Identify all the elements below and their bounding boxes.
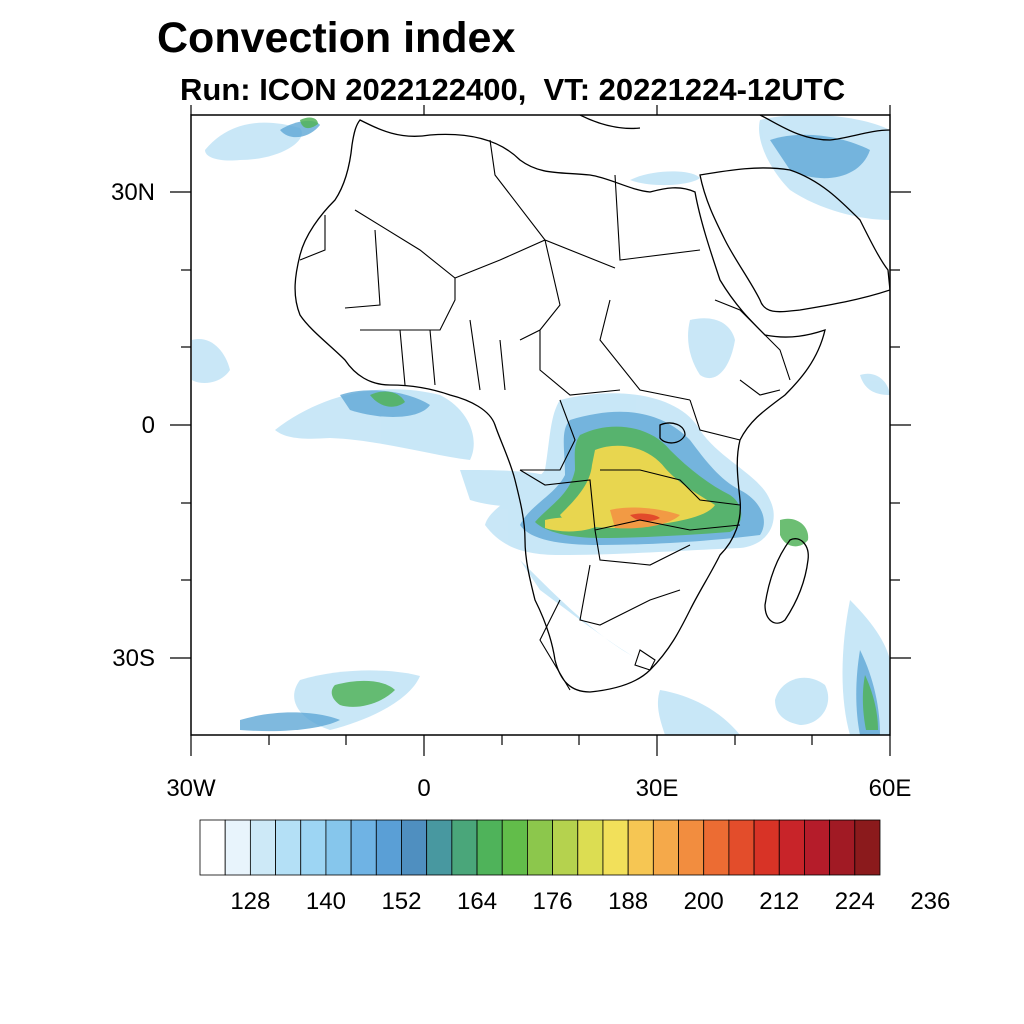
colorbar-box [199, 819, 226, 876]
colorbar-box [300, 819, 327, 876]
colorbar-box [804, 819, 831, 876]
lake-victoria [659, 422, 686, 444]
convection-field [192, 115, 890, 735]
colorbar-box [249, 819, 276, 876]
lon-label-0: 0 [417, 775, 431, 802]
lon-label-60e: 60E [868, 775, 912, 802]
lon-label-30w: 30W [166, 775, 216, 802]
colorbar-label: 200 [683, 888, 724, 915]
colorbar-box [778, 819, 805, 876]
madagascar-coastline [764, 538, 809, 624]
colorbar-box [426, 819, 453, 876]
colorbar-box [753, 819, 780, 876]
colorbar-box [703, 819, 730, 876]
colorbar-box [501, 819, 528, 876]
colorbar-box [829, 819, 856, 876]
europe-coastline [579, 115, 890, 141]
chart-title: Convection index [157, 14, 516, 62]
country-borders [299, 139, 791, 691]
colorbar-label: 152 [381, 888, 422, 915]
colorbar-label: 236 [910, 888, 951, 915]
lon-label-30e: 30E [635, 775, 679, 802]
colorbar-box [652, 819, 679, 876]
africa-coastline [294, 119, 826, 693]
colorbar-label: 188 [608, 888, 649, 915]
colorbar-box [577, 819, 604, 876]
colorbar-box [854, 819, 881, 876]
colorbar-box [401, 819, 428, 876]
colorbar-label: 128 [230, 888, 271, 915]
lat-label-eq: 0 [141, 412, 155, 439]
colorbar-label: 212 [759, 888, 800, 915]
colorbar-box [350, 819, 377, 876]
colorbar-box [552, 819, 579, 876]
colorbar [199, 819, 881, 876]
colorbar-box [476, 819, 503, 876]
colorbar-box [325, 819, 352, 876]
colorbar-box [224, 819, 251, 876]
lat-label-30n: 30N [110, 179, 155, 206]
coastlines [294, 115, 890, 693]
colorbar-label: 224 [834, 888, 875, 915]
colorbar-box [728, 819, 755, 876]
lat-label-30s: 30S [112, 645, 155, 672]
colorbar-label: 164 [457, 888, 498, 915]
colorbar-box [451, 819, 478, 876]
arabia-coastline [699, 167, 890, 313]
colorbar-label: 176 [532, 888, 573, 915]
colorbar-label: 140 [305, 888, 346, 915]
axis-ticks [170, 105, 911, 756]
colorbar-box [678, 819, 705, 876]
colorbar-box [375, 819, 402, 876]
colorbar-box [275, 819, 302, 876]
chart-subtitle: Run: ICON 2022122400, VT: 20221224-12UTC [180, 72, 846, 107]
colorbar-box [527, 819, 553, 876]
colorbar-box [627, 819, 654, 876]
colorbar-box [602, 819, 629, 876]
